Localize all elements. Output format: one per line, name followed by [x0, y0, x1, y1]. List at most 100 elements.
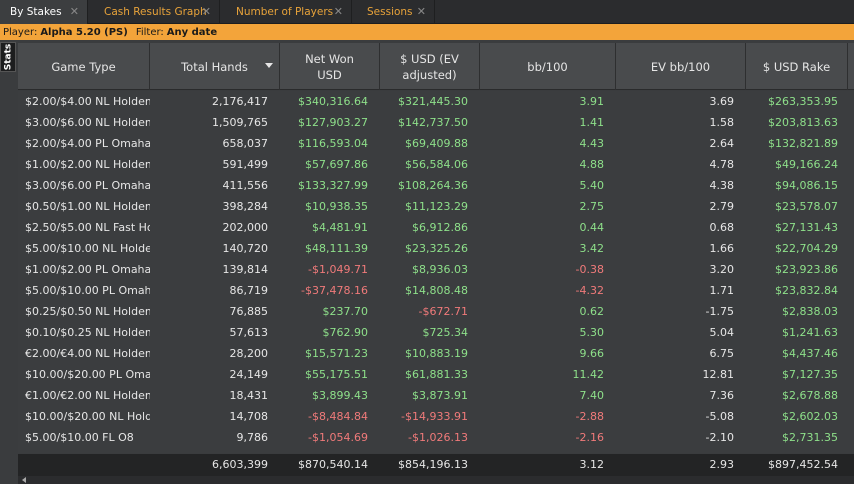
- filter-label: Filter:: [135, 26, 164, 38]
- column-header-net-won[interactable]: Net Won USD: [280, 43, 380, 90]
- cell-usd-ev: $56,584.06: [405, 158, 468, 171]
- cell-rake: $263,353.95: [768, 95, 838, 108]
- cell-rake: $2,731.35: [782, 431, 838, 444]
- tab-cash-results-graph[interactable]: Cash Results Graph ✕: [94, 0, 220, 24]
- table-row[interactable]: $10.00/$20.00 PL Omaha 24,149 $55,175.51 $6…: [18, 364, 854, 385]
- cell-net-won: -$1,054.69: [308, 431, 368, 444]
- close-icon[interactable]: ✕: [201, 5, 211, 18]
- column-header-game-type[interactable]: Game Type: [18, 43, 150, 90]
- column-header-usd-ev[interactable]: $ USD (EV adjusted): [380, 43, 480, 90]
- tab-sessions[interactable]: Sessions ✕: [357, 0, 435, 24]
- cell-total-hands: 9,786: [236, 431, 269, 444]
- player-value[interactable]: Alpha 5.20 (PS): [40, 26, 128, 38]
- tab-label: By Stakes: [10, 6, 62, 18]
- cell-bb100: 0.62: [579, 305, 605, 318]
- cell-usd-ev: $3,873.91: [412, 389, 468, 402]
- totals-net-won: $870,540.14: [298, 458, 368, 471]
- cell-rake: $23,832.84: [775, 284, 838, 297]
- close-icon[interactable]: ✕: [333, 5, 343, 18]
- close-icon[interactable]: ✕: [416, 5, 426, 18]
- table-row[interactable]: $2.00/$4.00 NL Holdem 2,176,417 $340,316.6…: [18, 91, 854, 112]
- cell-usd-ev: $14,808.48: [405, 284, 468, 297]
- totals-usd-ev: $854,196.13: [398, 458, 468, 471]
- column-header-ev-bb100[interactable]: EV bb/100: [616, 43, 746, 90]
- cell-rake: $4,437.46: [782, 347, 838, 360]
- column-header-bb100[interactable]: bb/100: [480, 43, 616, 90]
- tab-by-stakes[interactable]: By Stakes ✕: [0, 0, 88, 24]
- horizontal-scrollbar[interactable]: [18, 476, 854, 484]
- cell-rake: $23,578.07: [775, 200, 838, 213]
- table-row[interactable]: $0.25/$0.50 NL Holdem 76,885 $237.70 -$672.…: [18, 301, 854, 322]
- cell-game-type: $5.00/$10.00 NL Holdem: [25, 242, 150, 255]
- cell-bb100: 1.41: [579, 116, 605, 129]
- cell-rake: $1,241.63: [782, 326, 838, 339]
- cell-net-won: -$8,484.84: [308, 410, 368, 423]
- scroll-left-arrow-icon[interactable]: [22, 477, 26, 483]
- cell-net-won: $237.70: [322, 305, 369, 318]
- tab-number-of-players[interactable]: Number of Players ✕: [226, 0, 352, 24]
- table-row[interactable]: €2.00/€4.00 NL Holdem 28,200 $15,571.23 $10…: [18, 343, 854, 364]
- table-row[interactable]: €1.00/€2.00 NL Holdem 18,431 $3,899.43 $3,8…: [18, 385, 854, 406]
- table-row[interactable]: $1.00/$2.00 PL Omaha 139,814 -$1,049.71 $8,…: [18, 259, 854, 280]
- stats-side-tab[interactable]: Stats: [0, 42, 16, 72]
- table-row[interactable]: $3.00/$6.00 NL Holdem 1,509,765 $127,903.2…: [18, 112, 854, 133]
- column-header-total-hands[interactable]: Total Hands: [150, 43, 280, 90]
- cell-usd-ev: $321,445.30: [398, 95, 468, 108]
- cell-total-hands: 591,499: [222, 158, 269, 171]
- cell-rake: $203,813.63: [768, 116, 838, 129]
- cell-ev-bb100: -2.10: [705, 431, 734, 444]
- cell-rake: $2,602.03: [782, 410, 838, 423]
- table-row[interactable]: $2.00/$4.00 PL Omaha 658,037 $116,593.04 $6…: [18, 133, 854, 154]
- cell-ev-bb100: 1.58: [709, 116, 735, 129]
- table-row[interactable]: $5.00/$10.00 NL Holdem 140,720 $48,111.39 $…: [18, 238, 854, 259]
- cell-rake: $27,131.43: [775, 221, 838, 234]
- column-header-label: Total Hands: [181, 59, 248, 74]
- column-header-rake[interactable]: $ USD Rake: [746, 43, 848, 90]
- cell-total-hands: 57,613: [229, 326, 269, 339]
- table-body: $2.00/$4.00 NL Holdem 2,176,417 $340,316.6…: [18, 91, 854, 453]
- cell-ev-bb100: 0.68: [709, 221, 735, 234]
- cell-ev-bb100: 6.75: [709, 347, 735, 360]
- cell-total-hands: 86,719: [229, 284, 269, 297]
- cell-usd-ev: $11,123.29: [405, 200, 468, 213]
- table-row[interactable]: $3.00/$6.00 PL Omaha 411,556 $133,327.99 $1…: [18, 175, 854, 196]
- cell-bb100: 5.30: [579, 326, 605, 339]
- table-row[interactable]: $0.50/$1.00 NL Holdem 398,284 $10,938.35 $1…: [18, 196, 854, 217]
- cell-usd-ev: $8,936.03: [412, 263, 468, 276]
- cell-bb100: -4.32: [575, 284, 604, 297]
- cell-usd-ev: -$14,933.91: [401, 410, 468, 423]
- cell-bb100: 3.42: [579, 242, 605, 255]
- cell-ev-bb100: 2.79: [709, 200, 735, 213]
- cell-net-won: $57,697.86: [305, 158, 368, 171]
- cell-total-hands: 202,000: [222, 221, 269, 234]
- cell-bb100: 2.75: [579, 200, 605, 213]
- filter-bar: Player: Alpha 5.20 (PS) Filter: Any date: [0, 24, 854, 40]
- table-row[interactable]: $0.10/$0.25 NL Holdem 57,613 $762.90 $725.3…: [18, 322, 854, 343]
- tab-label: Cash Results Graph: [104, 6, 207, 18]
- cell-game-type: $2.00/$4.00 PL Omaha: [25, 137, 150, 150]
- cell-game-type: $10.00/$20.00 PL Omaha: [25, 368, 150, 381]
- cell-ev-bb100: 1.71: [709, 284, 735, 297]
- table-row[interactable]: $10.00/$20.00 NL Holdem 14,708 -$8,484.84 -…: [18, 406, 854, 427]
- cell-net-won: -$37,478.16: [301, 284, 368, 297]
- cell-game-type: $5.00/$10.00 FL O8: [25, 431, 134, 444]
- table-row[interactable]: $5.00/$10.00 FL O8 9,786 -$1,054.69 -$1,026…: [18, 427, 854, 448]
- cell-net-won: $15,571.23: [305, 347, 368, 360]
- cell-total-hands: 411,556: [222, 179, 269, 192]
- left-gutter: [0, 72, 18, 484]
- totals-total-hands: 6,603,399: [212, 458, 268, 471]
- filter-value[interactable]: Any date: [166, 26, 218, 38]
- cell-rake: $23,923.86: [775, 263, 838, 276]
- table-row[interactable]: $5.00/$10.00 PL Omaha 86,719 -$37,478.16 $1…: [18, 280, 854, 301]
- cell-total-hands: 24,149: [229, 368, 269, 381]
- tab-bar: By Stakes ✕ Cash Results Graph ✕ Number …: [0, 0, 854, 24]
- cell-total-hands: 28,200: [229, 347, 269, 360]
- cell-game-type: €2.00/€4.00 NL Holdem: [25, 347, 150, 360]
- cell-bb100: -2.16: [575, 431, 604, 444]
- close-icon[interactable]: ✕: [69, 5, 79, 18]
- table-row[interactable]: $1.00/$2.00 NL Holdem 591,499 $57,697.86 $5…: [18, 154, 854, 175]
- table-row[interactable]: $2.50/$5.00 NL Fast Holdem 202,000 $4,481.…: [18, 217, 854, 238]
- cell-rake: $2,678.88: [782, 389, 838, 402]
- cell-rake: $22,704.29: [775, 242, 838, 255]
- totals-rake: $897,452.54: [768, 458, 838, 471]
